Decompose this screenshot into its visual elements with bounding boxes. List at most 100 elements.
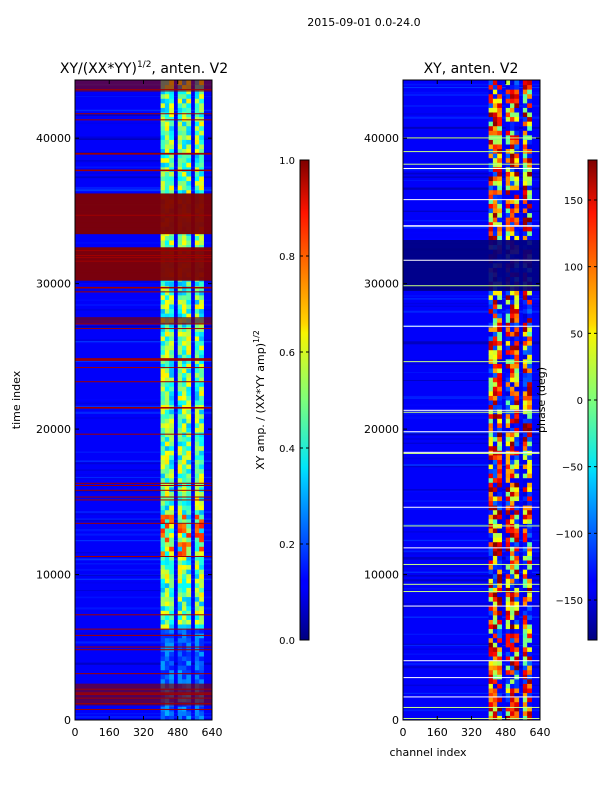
heatmap-cell: [514, 349, 520, 355]
heatmap-cell: [527, 692, 532, 698]
heatmap-cell: [505, 198, 511, 204]
heatmap-cell: [522, 404, 528, 410]
heatmap-cell: [527, 688, 532, 694]
heatmap-cell: [182, 395, 187, 401]
heatmap-cell: [522, 112, 528, 118]
heatmap-cell: [527, 637, 532, 643]
heatmap-cell: [505, 381, 511, 387]
heatmap-cell: [505, 473, 511, 479]
heatmap-cell: [510, 235, 515, 241]
heatmap-cell: [182, 454, 187, 460]
heatmap-cell: [177, 294, 183, 300]
heatmap-cell: [522, 144, 528, 150]
heatmap-cell: [177, 459, 183, 465]
heatmap-cell: [169, 660, 174, 666]
heatmap-cell: [492, 208, 498, 214]
heatmap-cell: [492, 569, 498, 575]
heatmap-cell: [488, 125, 494, 131]
saturated-line: [75, 693, 212, 695]
heatmap-cell: [182, 134, 187, 140]
heatmap-cell: [514, 569, 520, 575]
heatmap-cell: [194, 98, 200, 104]
heatmap-cell: [527, 217, 532, 223]
heatmap-cell: [488, 500, 494, 506]
heatmap-cell: [194, 363, 200, 369]
heatmap-cell: [182, 180, 187, 186]
heatmap-cell: [182, 605, 187, 611]
heatmap-cell: [527, 482, 532, 488]
heatmap-cell: [186, 610, 192, 616]
heatmap-cell: [177, 450, 183, 456]
heatmap-cell: [177, 441, 183, 447]
heatmap-cell: [497, 564, 502, 570]
heatmap-cell: [488, 157, 494, 163]
heatmap-cell: [492, 226, 498, 232]
heatmap-cell: [492, 587, 498, 593]
heatmap-cell: [169, 153, 174, 159]
heatmap-cell: [505, 683, 511, 689]
heatmap-cell: [522, 482, 528, 488]
phase-line: [403, 506, 540, 508]
heatmap-cell: [182, 601, 187, 607]
heatmap-cell: [510, 482, 515, 488]
phase-line: [403, 591, 540, 593]
heatmap-cell: [169, 710, 174, 716]
heatmap-cell: [492, 436, 498, 442]
heatmap-cell: [527, 697, 532, 703]
heatmap-cell: [182, 139, 187, 145]
heatmap-cell: [488, 80, 494, 86]
heatmap-cell: [177, 619, 183, 625]
heatmap-cell: [527, 582, 532, 588]
heatmap-cell: [194, 281, 200, 287]
saturated-band: [75, 80, 212, 92]
heatmap-cell: [514, 308, 520, 314]
heatmap-cell: [160, 185, 166, 191]
heatmap-cell: [160, 491, 166, 497]
heatmap-streak: [75, 161, 212, 163]
heatmap-cell: [177, 409, 183, 415]
colorbar-tick-label: 50: [570, 329, 583, 340]
heatmap-cell: [194, 134, 200, 140]
heatmap-cell: [492, 528, 498, 534]
heatmap-cell: [169, 491, 174, 497]
heatmap-cell: [497, 326, 502, 332]
heatmap-cell: [527, 610, 532, 616]
heatmap-cell: [177, 491, 183, 497]
heatmap-cell: [169, 148, 174, 154]
heatmap-cell: [527, 290, 532, 296]
heatmap-cell: [182, 486, 187, 492]
heatmap-cell: [514, 98, 520, 104]
heatmap-cell: [488, 656, 494, 662]
heatmap-cell: [497, 203, 502, 209]
heatmap-cell: [527, 624, 532, 630]
saturated-line: [75, 555, 212, 557]
heatmap-cell: [182, 651, 187, 657]
heatmap-cell: [505, 706, 511, 712]
heatmap-cell: [497, 454, 502, 460]
heatmap-cell: [160, 418, 166, 424]
heatmap-cell: [177, 185, 183, 191]
heatmap-streak: [403, 412, 540, 414]
heatmap-cell: [514, 601, 520, 607]
heatmap-cell: [160, 665, 166, 671]
heatmap-cell: [169, 98, 174, 104]
heatmap-cell: [160, 139, 166, 145]
heatmap-streak: [403, 415, 540, 418]
heatmap-cell: [194, 505, 200, 511]
heatmap-cell: [169, 400, 174, 406]
heatmap-streak: [403, 606, 540, 608]
heatmap-cell: [177, 413, 183, 419]
heatmap-streak: [403, 326, 540, 328]
heatmap-cell: [505, 290, 511, 296]
heatmap-cell: [177, 528, 183, 534]
heatmap-cell: [505, 180, 511, 186]
heatmap-cell: [186, 116, 192, 122]
heatmap-cell: [522, 386, 528, 392]
heatmap-cell: [514, 372, 520, 378]
heatmap-cell: [505, 189, 511, 195]
heatmap-cell: [182, 614, 187, 620]
heatmap-cell: [527, 89, 532, 95]
heatmap-cell: [488, 235, 494, 241]
heatmap-cell: [497, 427, 502, 433]
heatmap-cell: [497, 646, 502, 652]
